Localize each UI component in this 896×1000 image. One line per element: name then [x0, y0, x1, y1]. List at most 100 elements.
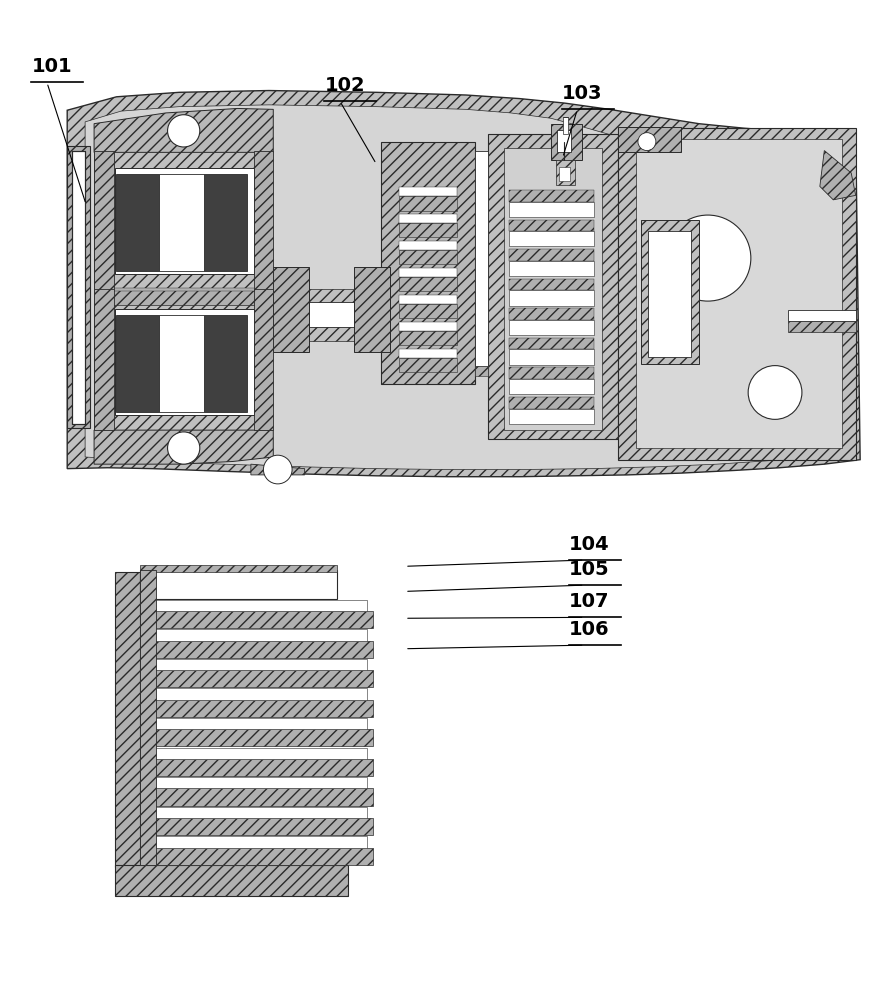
Circle shape: [263, 455, 292, 484]
Bar: [140, 641, 373, 658]
Bar: [641, 220, 699, 364]
Bar: [145, 807, 367, 818]
Bar: [140, 818, 373, 835]
Bar: [509, 290, 594, 306]
Bar: [399, 295, 457, 304]
Bar: [115, 309, 254, 415]
Bar: [140, 759, 373, 776]
Circle shape: [168, 115, 200, 147]
Bar: [399, 214, 457, 223]
Bar: [97, 288, 265, 291]
Bar: [94, 289, 114, 430]
Bar: [509, 220, 594, 231]
Bar: [97, 289, 265, 305]
Bar: [618, 128, 856, 460]
Bar: [115, 572, 140, 867]
Bar: [788, 321, 856, 332]
Text: 106: 106: [569, 620, 609, 639]
Bar: [399, 223, 457, 237]
Bar: [140, 788, 373, 806]
Bar: [94, 291, 269, 430]
Bar: [509, 190, 594, 202]
Bar: [399, 250, 457, 264]
Bar: [399, 196, 457, 211]
Circle shape: [168, 432, 200, 464]
Bar: [399, 304, 457, 318]
Bar: [556, 160, 575, 185]
Bar: [648, 231, 691, 357]
Polygon shape: [85, 105, 840, 470]
Bar: [145, 600, 367, 611]
Text: 102: 102: [324, 76, 365, 95]
Bar: [140, 670, 373, 687]
Bar: [509, 367, 594, 379]
Bar: [115, 865, 348, 896]
Bar: [399, 241, 457, 250]
Bar: [509, 379, 594, 394]
Bar: [399, 349, 457, 358]
Polygon shape: [820, 151, 856, 200]
Bar: [399, 331, 457, 345]
Bar: [509, 231, 594, 246]
Bar: [273, 289, 390, 302]
Bar: [509, 397, 594, 409]
Polygon shape: [251, 464, 305, 475]
Bar: [116, 315, 159, 412]
Circle shape: [638, 133, 656, 151]
Bar: [145, 688, 367, 700]
Bar: [399, 268, 457, 277]
Bar: [140, 729, 373, 746]
Bar: [354, 267, 390, 352]
Circle shape: [748, 366, 802, 419]
Bar: [509, 338, 594, 349]
Bar: [115, 168, 254, 274]
Bar: [145, 777, 367, 788]
Bar: [559, 167, 570, 181]
Bar: [140, 848, 373, 865]
Bar: [788, 310, 856, 321]
Bar: [636, 139, 842, 448]
Text: 105: 105: [569, 560, 609, 579]
Bar: [254, 151, 273, 291]
Bar: [204, 174, 247, 271]
Bar: [399, 187, 457, 196]
Bar: [140, 565, 337, 572]
Text: 107: 107: [569, 592, 609, 611]
Bar: [159, 315, 204, 412]
Bar: [145, 718, 367, 729]
Bar: [618, 127, 681, 152]
Circle shape: [665, 215, 751, 301]
Bar: [475, 151, 488, 366]
Bar: [509, 202, 594, 217]
Bar: [488, 134, 618, 439]
Bar: [159, 174, 204, 271]
Bar: [140, 611, 373, 628]
Bar: [145, 659, 367, 670]
Bar: [140, 700, 373, 717]
Bar: [551, 124, 582, 160]
Bar: [273, 327, 390, 341]
Bar: [94, 151, 269, 289]
Text: 101: 101: [31, 57, 72, 76]
Bar: [509, 261, 594, 276]
Bar: [557, 130, 571, 152]
Bar: [116, 174, 159, 271]
Bar: [145, 836, 367, 848]
Bar: [381, 142, 475, 384]
Bar: [399, 277, 457, 291]
Bar: [254, 289, 273, 430]
Polygon shape: [94, 430, 273, 464]
Bar: [509, 349, 594, 365]
Bar: [504, 148, 602, 430]
Bar: [509, 320, 594, 335]
Bar: [509, 409, 594, 424]
Bar: [509, 279, 594, 290]
Bar: [140, 570, 337, 599]
Bar: [67, 146, 90, 428]
Bar: [140, 570, 156, 865]
Polygon shape: [94, 108, 273, 152]
Bar: [94, 151, 114, 291]
Bar: [399, 322, 457, 331]
Text: 103: 103: [562, 84, 602, 103]
Bar: [145, 629, 367, 641]
